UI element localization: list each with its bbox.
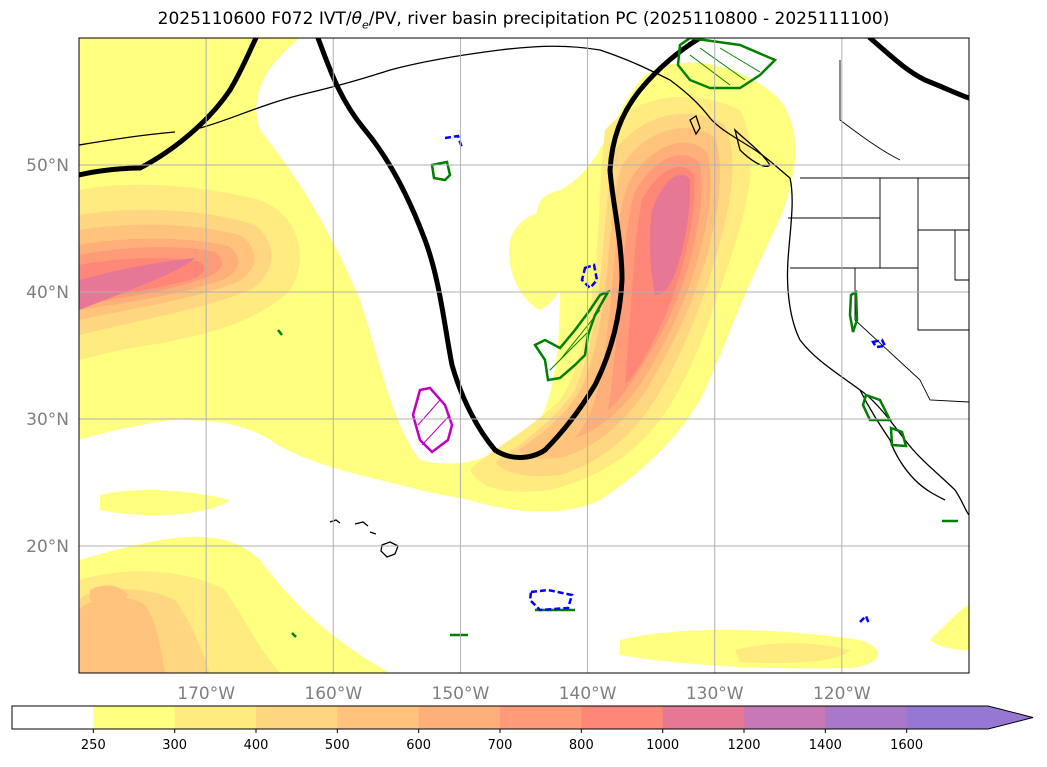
lon-label: 140°W [559,684,617,704]
colorbar-segment [337,706,420,729]
colorbar-tick-label: 250 [81,738,106,753]
magenta-contour [411,386,454,454]
ivt-band-300-sw [100,490,230,516]
ivt-band-300-west [509,211,571,310]
lon-label: 130°W [686,684,744,704]
blue-contour-e [859,613,871,625]
coastline-west-us [786,177,969,516]
green-dot [291,632,297,638]
colorbar-tick-label: 600 [406,738,431,753]
bc-alberta-border [839,60,901,161]
colorbar-tick-label: 800 [569,738,594,753]
colorbar-outline [11,705,1034,730]
colorbar-segment [256,706,338,729]
hawaii-islands [329,519,399,558]
magenta-hatch [417,399,451,446]
colorbar-tick-label: 500 [325,738,350,753]
precip-contours-magenta [411,386,454,454]
nv-ut-border [917,230,969,331]
colorbar-tick-label: 300 [162,738,187,753]
ivt-band-600-south [79,597,165,673]
lon-label: 120°W [813,684,871,704]
ivt-band-1200-ar [649,174,691,295]
gridlines [79,38,969,673]
pv-contour-trough [315,38,703,460]
blue-contour-c [528,588,574,612]
haida-gwaii [689,114,701,136]
colorbar-tick-label: 700 [488,738,513,753]
colorbar-segment [418,706,501,729]
ivt-band-600-s2 [90,585,128,607]
baja-coast [859,389,946,501]
state-borders [788,60,969,403]
coastline-alaska [79,45,671,146]
lat-label: 50°N [26,156,69,176]
colorbar-tick-label: 1400 [809,738,842,753]
ivt-band-300-se2 [930,605,969,650]
lat-label: 30°N [26,410,69,430]
wy-box [954,230,969,281]
colorbar-segment [174,706,257,729]
colorbar-tick-label: 400 [244,738,269,753]
blue-contour-b [580,263,599,290]
colorbar-labels: 250 300 400 500 600 700 800 1000 1200 1400 1600 [81,738,923,753]
green-hatch-offshore [549,309,601,371]
colorbar-segment [500,706,582,729]
ca-nv-border [854,268,921,381]
colorbar-extend-segment [906,706,1033,729]
colorbar-segment [93,706,176,729]
colorbar-segment [825,706,908,729]
latitude-labels: 20°N 30°N 40°N 50°N [26,156,69,557]
map-frame [78,37,970,674]
colorbar-tick-label: 1600 [890,738,923,753]
map-area [79,38,969,673]
green-hatch-bc [689,47,761,86]
colorbar-segment [662,706,745,729]
pv-contour-east [867,38,969,101]
lon-label: 150°W [432,684,490,704]
lat-label: 20°N [26,537,69,557]
colorbar-segment [12,706,94,729]
figure-title: 2025110600 F072 IVT/θe/PV, river basin p… [157,9,890,32]
id-mt-border [917,178,969,231]
lat-label: 40°N [26,283,69,303]
colorbar-segment [581,706,664,729]
lon-label: 160°W [304,684,362,704]
ivt-band-1200 [79,258,195,310]
pv-contours [79,38,969,460]
pv-contour-main [79,38,259,178]
colorbar-tick-label: 1000 [646,738,679,753]
ivt-filled-contours [79,38,969,673]
ivt-band-300-north [79,60,130,140]
ivt-band-400-se [735,643,850,664]
colorbar-segment [744,706,826,729]
colorbar-tick-label: 1200 [727,738,760,753]
lon-label: 170°W [177,684,235,704]
green-contour-baja2 [889,426,908,448]
az-border [919,379,969,403]
green-contour-offshore [533,289,611,382]
green-contour-small-a [430,160,452,182]
green-line-west [277,329,283,336]
longitude-labels: 170°W 160°W 150°W 140°W 130°W 120°W [177,684,871,704]
green-contour-baja1 [861,393,893,422]
colorbar [11,705,1034,733]
